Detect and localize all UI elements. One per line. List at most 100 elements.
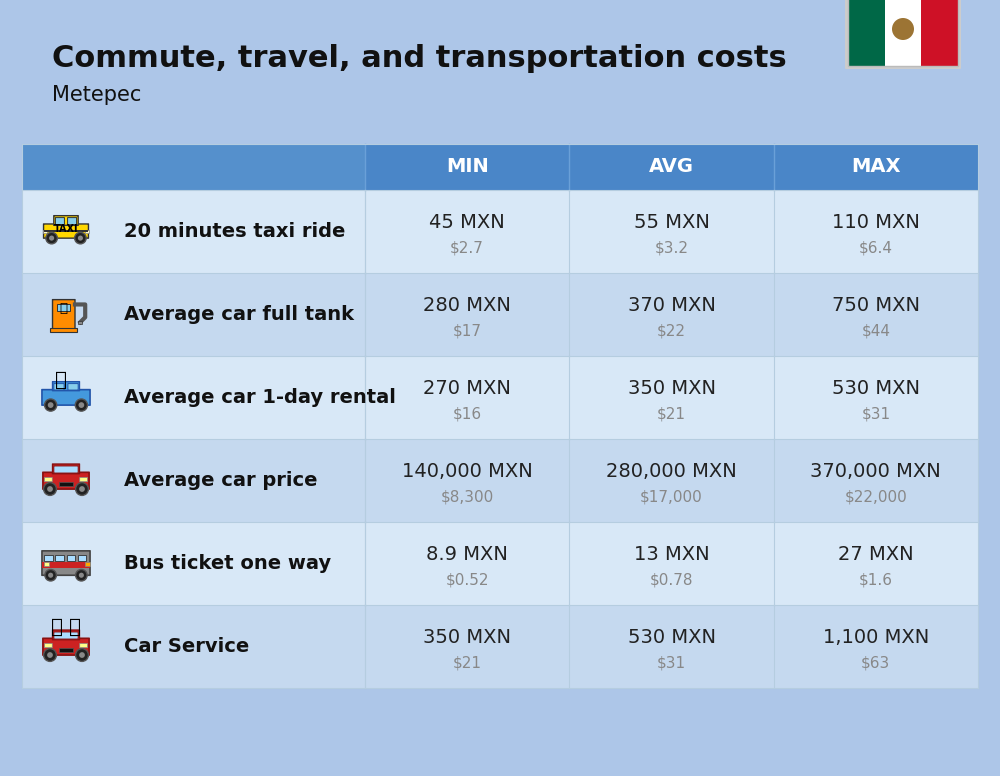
Text: $2.7: $2.7 xyxy=(450,240,484,255)
Bar xyxy=(43,230,47,233)
Text: 350 MXN: 350 MXN xyxy=(423,629,511,647)
FancyBboxPatch shape xyxy=(43,639,89,655)
FancyBboxPatch shape xyxy=(54,466,78,473)
Text: 270 MXN: 270 MXN xyxy=(423,379,511,398)
Text: $8,300: $8,300 xyxy=(441,489,494,504)
Bar xyxy=(22,272,978,355)
Bar xyxy=(42,562,90,568)
Text: 370 MXN: 370 MXN xyxy=(628,296,715,315)
Text: $21: $21 xyxy=(453,655,482,670)
Circle shape xyxy=(47,652,53,658)
Circle shape xyxy=(46,232,57,244)
FancyBboxPatch shape xyxy=(53,300,75,331)
Text: 8.9 MXN: 8.9 MXN xyxy=(426,546,508,564)
Text: $31: $31 xyxy=(657,655,686,670)
Bar xyxy=(22,355,978,438)
Bar xyxy=(885,0,921,66)
Circle shape xyxy=(49,236,54,241)
Bar xyxy=(85,230,89,233)
FancyBboxPatch shape xyxy=(45,643,52,648)
FancyBboxPatch shape xyxy=(80,477,87,482)
Text: $6.4: $6.4 xyxy=(859,240,893,255)
Bar xyxy=(44,555,53,561)
Circle shape xyxy=(76,570,87,581)
Bar xyxy=(22,189,978,272)
Circle shape xyxy=(45,570,56,581)
Text: $1.6: $1.6 xyxy=(859,572,893,587)
Bar xyxy=(22,438,978,521)
Text: 🔧: 🔧 xyxy=(51,618,63,637)
Text: $44: $44 xyxy=(861,323,890,338)
Bar xyxy=(50,328,77,331)
Text: 20 minutes taxi ride: 20 minutes taxi ride xyxy=(124,222,345,241)
Text: 27 MXN: 27 MXN xyxy=(838,546,914,564)
FancyBboxPatch shape xyxy=(53,382,79,390)
FancyBboxPatch shape xyxy=(44,224,88,238)
Text: 45 MXN: 45 MXN xyxy=(429,213,505,232)
Circle shape xyxy=(44,483,56,495)
Circle shape xyxy=(48,573,53,578)
FancyBboxPatch shape xyxy=(54,383,64,390)
Text: 370,000 MXN: 370,000 MXN xyxy=(810,462,941,481)
Bar xyxy=(44,563,49,566)
Text: Average car 1-day rental: Average car 1-day rental xyxy=(124,387,396,407)
Circle shape xyxy=(75,399,87,411)
Text: Average car full tank: Average car full tank xyxy=(124,304,354,324)
Text: 1,100 MXN: 1,100 MXN xyxy=(823,629,929,647)
FancyBboxPatch shape xyxy=(45,477,52,482)
Text: 280,000 MXN: 280,000 MXN xyxy=(606,462,737,481)
FancyBboxPatch shape xyxy=(54,632,78,639)
Bar xyxy=(22,144,978,688)
Bar xyxy=(59,648,73,652)
Bar xyxy=(78,321,82,324)
Text: $17: $17 xyxy=(453,323,482,338)
Text: 140,000 MXN: 140,000 MXN xyxy=(402,462,533,481)
Text: 750 MXN: 750 MXN xyxy=(832,296,920,315)
Circle shape xyxy=(78,402,84,408)
Text: $31: $31 xyxy=(861,406,890,421)
Circle shape xyxy=(44,649,56,661)
Text: $21: $21 xyxy=(657,406,686,421)
FancyBboxPatch shape xyxy=(80,643,87,648)
FancyBboxPatch shape xyxy=(42,390,90,405)
Text: 🔧: 🔧 xyxy=(69,618,81,637)
Bar xyxy=(848,0,958,66)
Text: $22: $22 xyxy=(657,323,686,338)
Text: $3.2: $3.2 xyxy=(654,240,688,255)
Circle shape xyxy=(45,399,57,411)
Bar xyxy=(67,555,75,561)
FancyBboxPatch shape xyxy=(68,383,78,390)
Text: 280 MXN: 280 MXN xyxy=(423,296,511,315)
Circle shape xyxy=(892,18,914,40)
Circle shape xyxy=(76,483,88,495)
Text: 350 MXN: 350 MXN xyxy=(628,379,716,398)
Bar xyxy=(22,144,978,189)
Text: $16: $16 xyxy=(453,406,482,421)
Bar xyxy=(55,555,64,561)
Text: $22,000: $22,000 xyxy=(844,489,907,504)
Text: TAXI: TAXI xyxy=(54,223,78,234)
Bar xyxy=(921,0,958,66)
Circle shape xyxy=(75,232,86,244)
FancyBboxPatch shape xyxy=(55,217,64,225)
Circle shape xyxy=(47,486,53,492)
Bar xyxy=(22,521,978,605)
Text: MAX: MAX xyxy=(851,157,901,176)
Text: Car Service: Car Service xyxy=(124,636,249,656)
Text: 🔑: 🔑 xyxy=(55,371,67,390)
FancyBboxPatch shape xyxy=(53,630,79,639)
FancyBboxPatch shape xyxy=(43,473,89,489)
Bar xyxy=(848,0,885,66)
Text: Commute, travel, and transportation costs: Commute, travel, and transportation cost… xyxy=(52,43,787,73)
Bar xyxy=(85,563,90,566)
Text: Average car price: Average car price xyxy=(124,470,318,490)
FancyBboxPatch shape xyxy=(54,216,78,225)
Circle shape xyxy=(79,486,85,492)
Text: $17,000: $17,000 xyxy=(640,489,703,504)
Text: $0.52: $0.52 xyxy=(445,572,489,587)
FancyBboxPatch shape xyxy=(42,551,90,575)
Bar xyxy=(22,605,978,688)
Bar xyxy=(57,304,70,311)
Circle shape xyxy=(78,236,83,241)
FancyBboxPatch shape xyxy=(845,0,961,69)
